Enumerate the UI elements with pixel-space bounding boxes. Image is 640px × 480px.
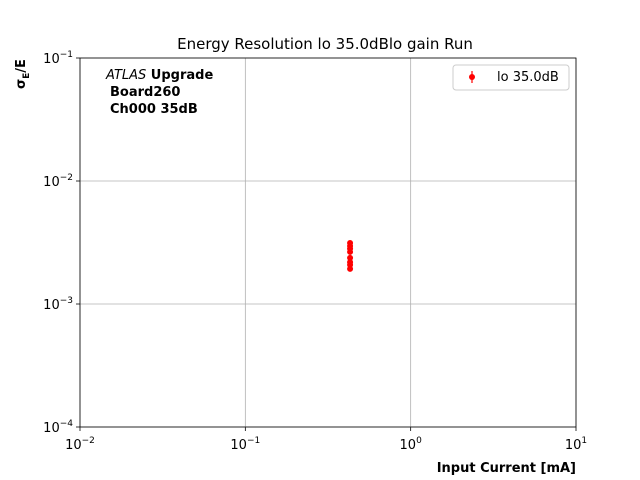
annotation: Board260 [110,85,180,100]
y-tick-label: 10−2 [43,173,73,190]
plot-frame [79,57,577,428]
data-point [347,254,354,261]
x-tick-label: 10−1 [230,436,260,453]
annotation: Ch000 35dB [110,102,198,117]
y-axis-label: σE/E [14,59,32,89]
legend-frame [452,64,570,91]
y-tick-label: 10−4 [43,419,73,436]
legend-marker [469,74,475,80]
data-point [347,265,354,272]
y-tick-label: 10−1 [43,50,73,67]
y-tick-label: 10−3 [43,296,73,313]
x-axis-label: Input Current [mA] [437,461,576,476]
x-tick-label: 100 [400,436,423,453]
legend-label: lo 35.0dB [497,70,559,85]
x-tick-label: 101 [565,436,587,453]
annotation: ATLAS Upgrade [105,68,213,83]
x-tick-label: 10−2 [65,436,95,453]
chart-title: Energy Resolution lo 35.0dBlo gain Run [177,35,473,53]
data-point [347,245,354,252]
